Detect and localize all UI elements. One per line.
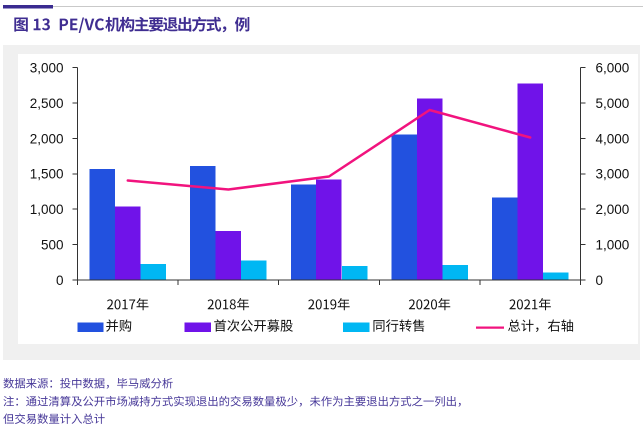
svg-text:1,000: 1,000 (596, 238, 630, 253)
svg-text:5,000: 5,000 (596, 96, 630, 111)
svg-text:0: 0 (56, 273, 64, 288)
svg-text:1,500: 1,500 (30, 167, 64, 182)
svg-text:6,000: 6,000 (596, 61, 630, 76)
svg-text:4,000: 4,000 (596, 131, 630, 146)
svg-text:0: 0 (596, 273, 604, 288)
svg-text:3,000: 3,000 (30, 61, 64, 76)
svg-text:1,000: 1,000 (30, 202, 64, 217)
svg-text:2,500: 2,500 (30, 96, 64, 111)
svg-text:500: 500 (41, 238, 64, 253)
svg-text:2,000: 2,000 (30, 131, 64, 146)
svg-text:3,000: 3,000 (596, 167, 630, 182)
svg-text:2,000: 2,000 (596, 202, 630, 217)
